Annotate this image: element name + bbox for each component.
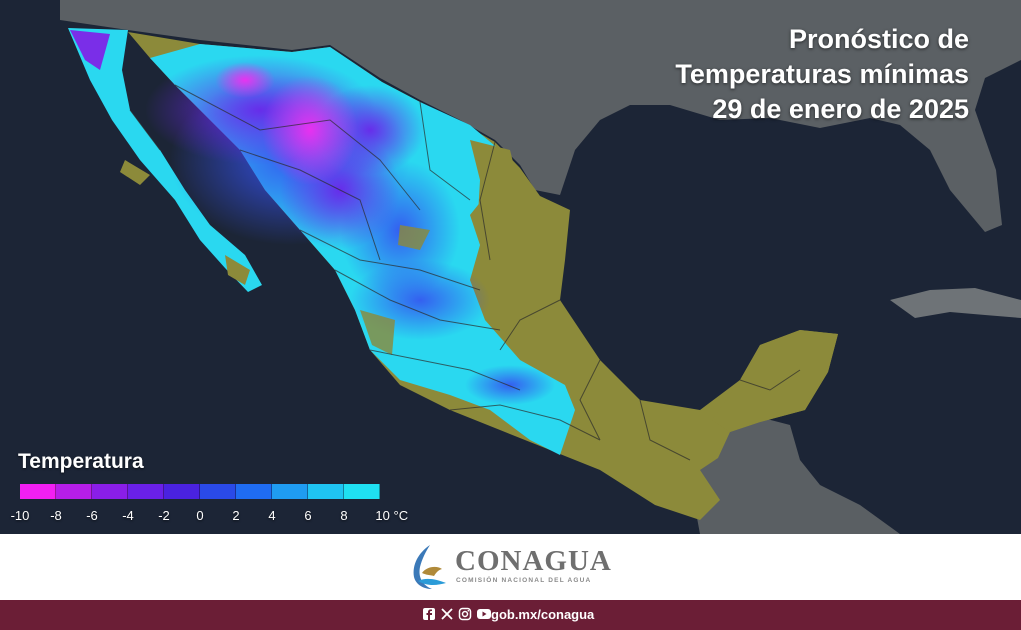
legend-color-bar	[20, 484, 380, 499]
title-line-1: Pronóstico de	[788, 24, 969, 54]
legend-tick-label: -8	[50, 508, 62, 523]
central-america	[690, 412, 900, 534]
legend-tick-label: 8	[340, 508, 348, 523]
legend-tick-label: 10 °C	[375, 508, 409, 523]
brand-name: CONAGUA	[455, 545, 612, 577]
legend-tick-label: 2	[232, 508, 240, 523]
legend-swatch	[236, 484, 272, 499]
brand-subtitle: COMISIÓN NACIONAL DEL AGUA	[456, 577, 592, 584]
temperature-map: Pronóstico de Temperaturas mínimas 29 de…	[0, 0, 1021, 534]
legend-tick-label: 0	[196, 508, 204, 523]
title-line-2: Temperaturas mínimas	[675, 59, 969, 89]
legend-tick-label: -10	[10, 508, 30, 523]
legend-swatch	[308, 484, 344, 499]
legend-tick-label: 4	[268, 508, 276, 523]
legend-tick-label: 6	[304, 508, 312, 523]
facebook-icon[interactable]	[422, 607, 436, 621]
legend-swatch	[128, 484, 164, 499]
legend-title: Temperatura	[18, 450, 144, 473]
yucatan-peninsula	[712, 330, 838, 432]
legend-tick-label: -6	[86, 508, 98, 523]
x-icon[interactable]	[440, 607, 454, 621]
conagua-logo-icon	[413, 545, 446, 589]
legend-swatch	[200, 484, 236, 499]
legend-swatch	[92, 484, 128, 499]
legend-swatch	[164, 484, 200, 499]
title-line-3: 29 de enero de 2025	[712, 94, 969, 124]
state-borders	[129, 84, 801, 461]
legend-swatch	[272, 484, 308, 499]
cuba-landmass	[890, 288, 1021, 318]
temperature-legend: Temperatura -10 -8 -6 -4 -2 0 2 4 6 8 10 °C	[11, 450, 408, 523]
baja-california	[68, 28, 262, 292]
map-graphic	[60, 0, 1021, 534]
legend-tick-label: -4	[122, 508, 134, 523]
legend-swatch	[20, 484, 56, 499]
legend-swatch	[56, 484, 92, 499]
legend-ticks: -10 -8 -6 -4 -2 0 2 4 6 8 10 °C	[11, 508, 438, 526]
footer-bar: gob.mx/conagua	[0, 600, 1021, 630]
youtube-icon[interactable]	[476, 607, 492, 621]
instagram-icon[interactable]	[458, 607, 472, 621]
legend-tick-label: -2	[158, 508, 170, 523]
social-icons	[422, 607, 492, 621]
legend-swatch	[344, 484, 380, 499]
map-title: Pronóstico de Temperaturas mínimas 29 de…	[675, 22, 969, 127]
website-link[interactable]: gob.mx/conagua	[491, 607, 595, 622]
brand-strip: CONAGUA COMISIÓN NACIONAL DEL AGUA	[0, 534, 1021, 600]
usa-landmass	[60, 0, 1021, 232]
